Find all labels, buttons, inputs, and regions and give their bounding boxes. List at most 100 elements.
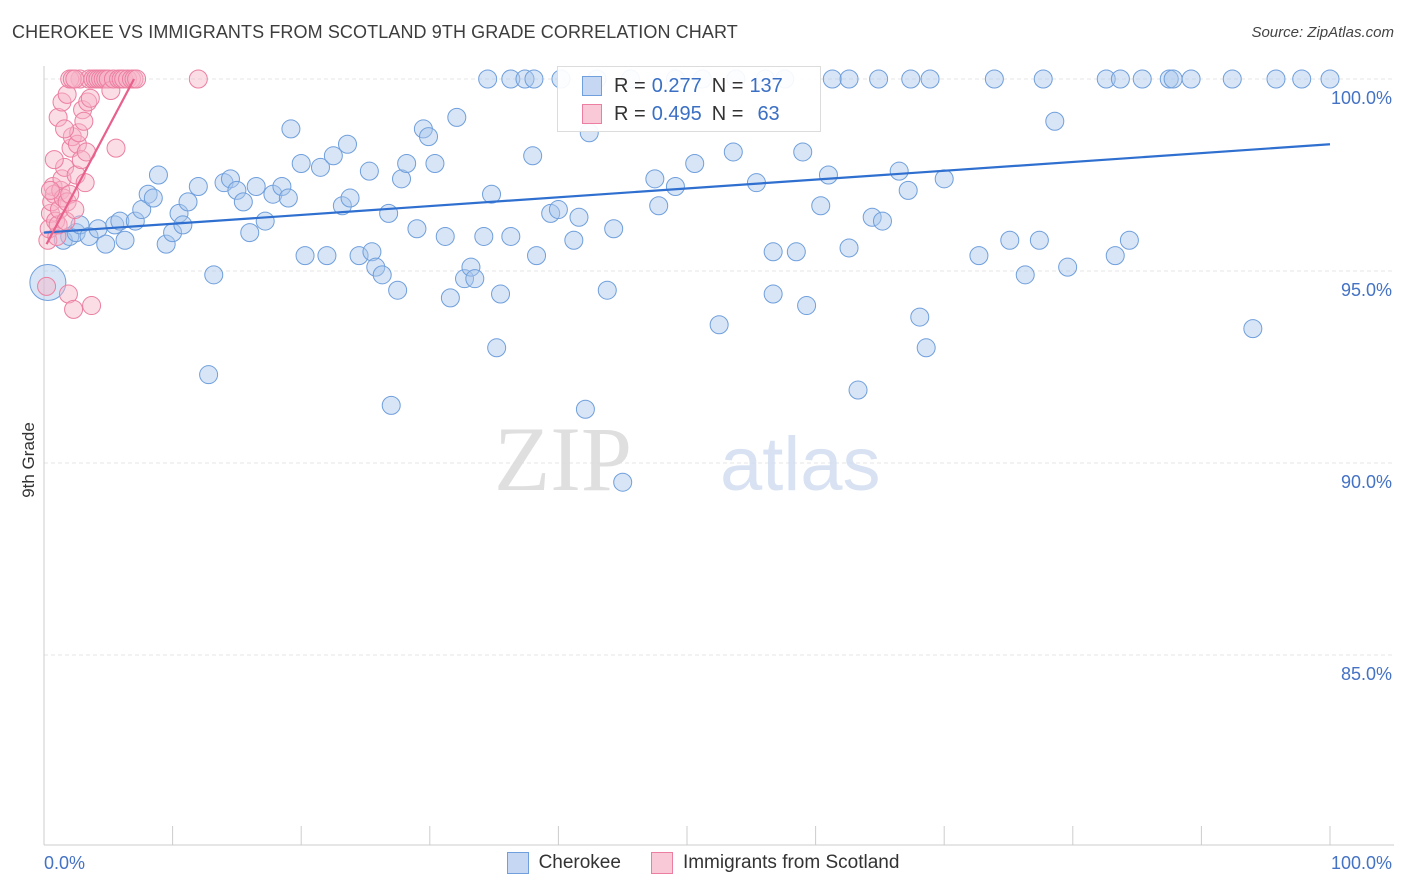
legend-swatch-cherokee <box>506 852 529 874</box>
data-point <box>763 242 783 262</box>
data-point <box>240 223 260 243</box>
data-point <box>419 127 439 147</box>
data-point <box>188 69 208 89</box>
data-point <box>474 226 494 246</box>
data-point <box>332 196 352 216</box>
data-point <box>1033 69 1053 89</box>
x-tick-label: 0.0% <box>44 853 85 873</box>
data-point <box>524 69 544 89</box>
data-point <box>1045 111 1065 131</box>
cherokee-points <box>29 69 1340 492</box>
legend-row-scotland: R = 0.495 N = 63 <box>582 101 790 127</box>
data-point <box>1266 69 1286 89</box>
y-tick-label: 95.0% <box>1341 280 1392 300</box>
legend-label-cherokee: Cherokee <box>538 852 621 873</box>
data-point <box>564 230 584 250</box>
data-point <box>272 177 292 197</box>
data-point <box>839 69 859 89</box>
data-point <box>366 257 386 277</box>
data-point <box>848 380 868 400</box>
data-point <box>548 200 568 220</box>
data-point <box>491 284 511 304</box>
data-point <box>597 280 617 300</box>
data-point <box>501 69 521 89</box>
data-point <box>649 196 669 216</box>
data-point <box>337 134 357 154</box>
data-point <box>1243 319 1263 339</box>
data-point <box>233 192 253 212</box>
data-point <box>74 111 94 131</box>
data-point <box>1105 246 1125 266</box>
data-point <box>793 142 813 162</box>
watermark: ZIP atlas <box>494 408 881 510</box>
data-point <box>889 161 909 181</box>
data-point <box>723 142 743 162</box>
data-point <box>1015 265 1035 285</box>
data-point <box>52 169 72 189</box>
data-point <box>349 246 369 266</box>
data-point <box>57 84 77 104</box>
y-tick-label: 90.0% <box>1341 472 1392 492</box>
data-point <box>1096 69 1116 89</box>
data-point <box>148 165 168 185</box>
data-point <box>898 180 918 200</box>
chart-title: CHEROKEE VS IMMIGRANTS FROM SCOTLAND 9TH… <box>12 22 738 42</box>
axes <box>43 66 1394 846</box>
data-point <box>920 69 940 89</box>
data-point <box>199 365 219 385</box>
data-point <box>916 338 936 358</box>
tick-labels: 85.0% 90.0% 95.0% 100.0% 0.0% 100.0% <box>44 88 1392 873</box>
data-point <box>359 161 379 181</box>
data-point <box>1163 69 1183 89</box>
data-point <box>278 188 298 208</box>
data-point <box>64 299 84 319</box>
data-point <box>96 234 116 254</box>
data-point <box>388 280 408 300</box>
data-point <box>55 119 75 139</box>
data-point <box>665 177 685 197</box>
data-point <box>1181 69 1201 89</box>
y-tick-label: 100.0% <box>1331 88 1392 108</box>
data-point <box>984 69 1004 89</box>
data-point <box>291 153 311 173</box>
series-legend: Cherokee Immigrants from Scotland <box>0 852 1406 874</box>
data-point <box>69 123 89 143</box>
data-point <box>138 184 158 204</box>
data-point <box>55 157 75 177</box>
data-point <box>246 177 266 197</box>
data-point <box>1222 69 1242 89</box>
data-point <box>797 296 817 316</box>
data-point <box>763 284 783 304</box>
data-point <box>80 88 100 108</box>
legend-item-cherokee: Cherokee <box>506 852 621 874</box>
trend-line-scotland <box>45 78 135 245</box>
data-point <box>569 207 589 227</box>
data-point <box>397 153 417 173</box>
watermark-atlas: atlas <box>720 422 881 507</box>
data-point <box>281 119 301 139</box>
data-point <box>455 269 475 289</box>
legend-n-label: N = <box>711 74 744 97</box>
data-point <box>969 246 989 266</box>
legend-r-label: R = <box>614 102 646 125</box>
data-point <box>381 395 401 415</box>
data-point <box>786 242 806 262</box>
data-point <box>379 203 399 223</box>
data-point <box>934 169 954 189</box>
data-point <box>220 169 240 189</box>
data-point <box>709 315 729 335</box>
legend-r-value: 0.495 <box>651 102 702 125</box>
data-point <box>487 338 507 358</box>
data-point <box>227 180 247 200</box>
data-point <box>40 180 60 200</box>
data-point <box>115 230 135 250</box>
x-tick-label: 100.0% <box>1331 853 1392 873</box>
data-point <box>501 226 521 246</box>
data-point <box>818 165 838 185</box>
trend-line-cherokee <box>43 143 1331 234</box>
legend-row-cherokee: R = 0.277 N = 137 <box>582 73 793 99</box>
data-point <box>1029 230 1049 250</box>
data-point <box>1132 69 1152 89</box>
watermark-zip: ZIP <box>494 408 632 510</box>
